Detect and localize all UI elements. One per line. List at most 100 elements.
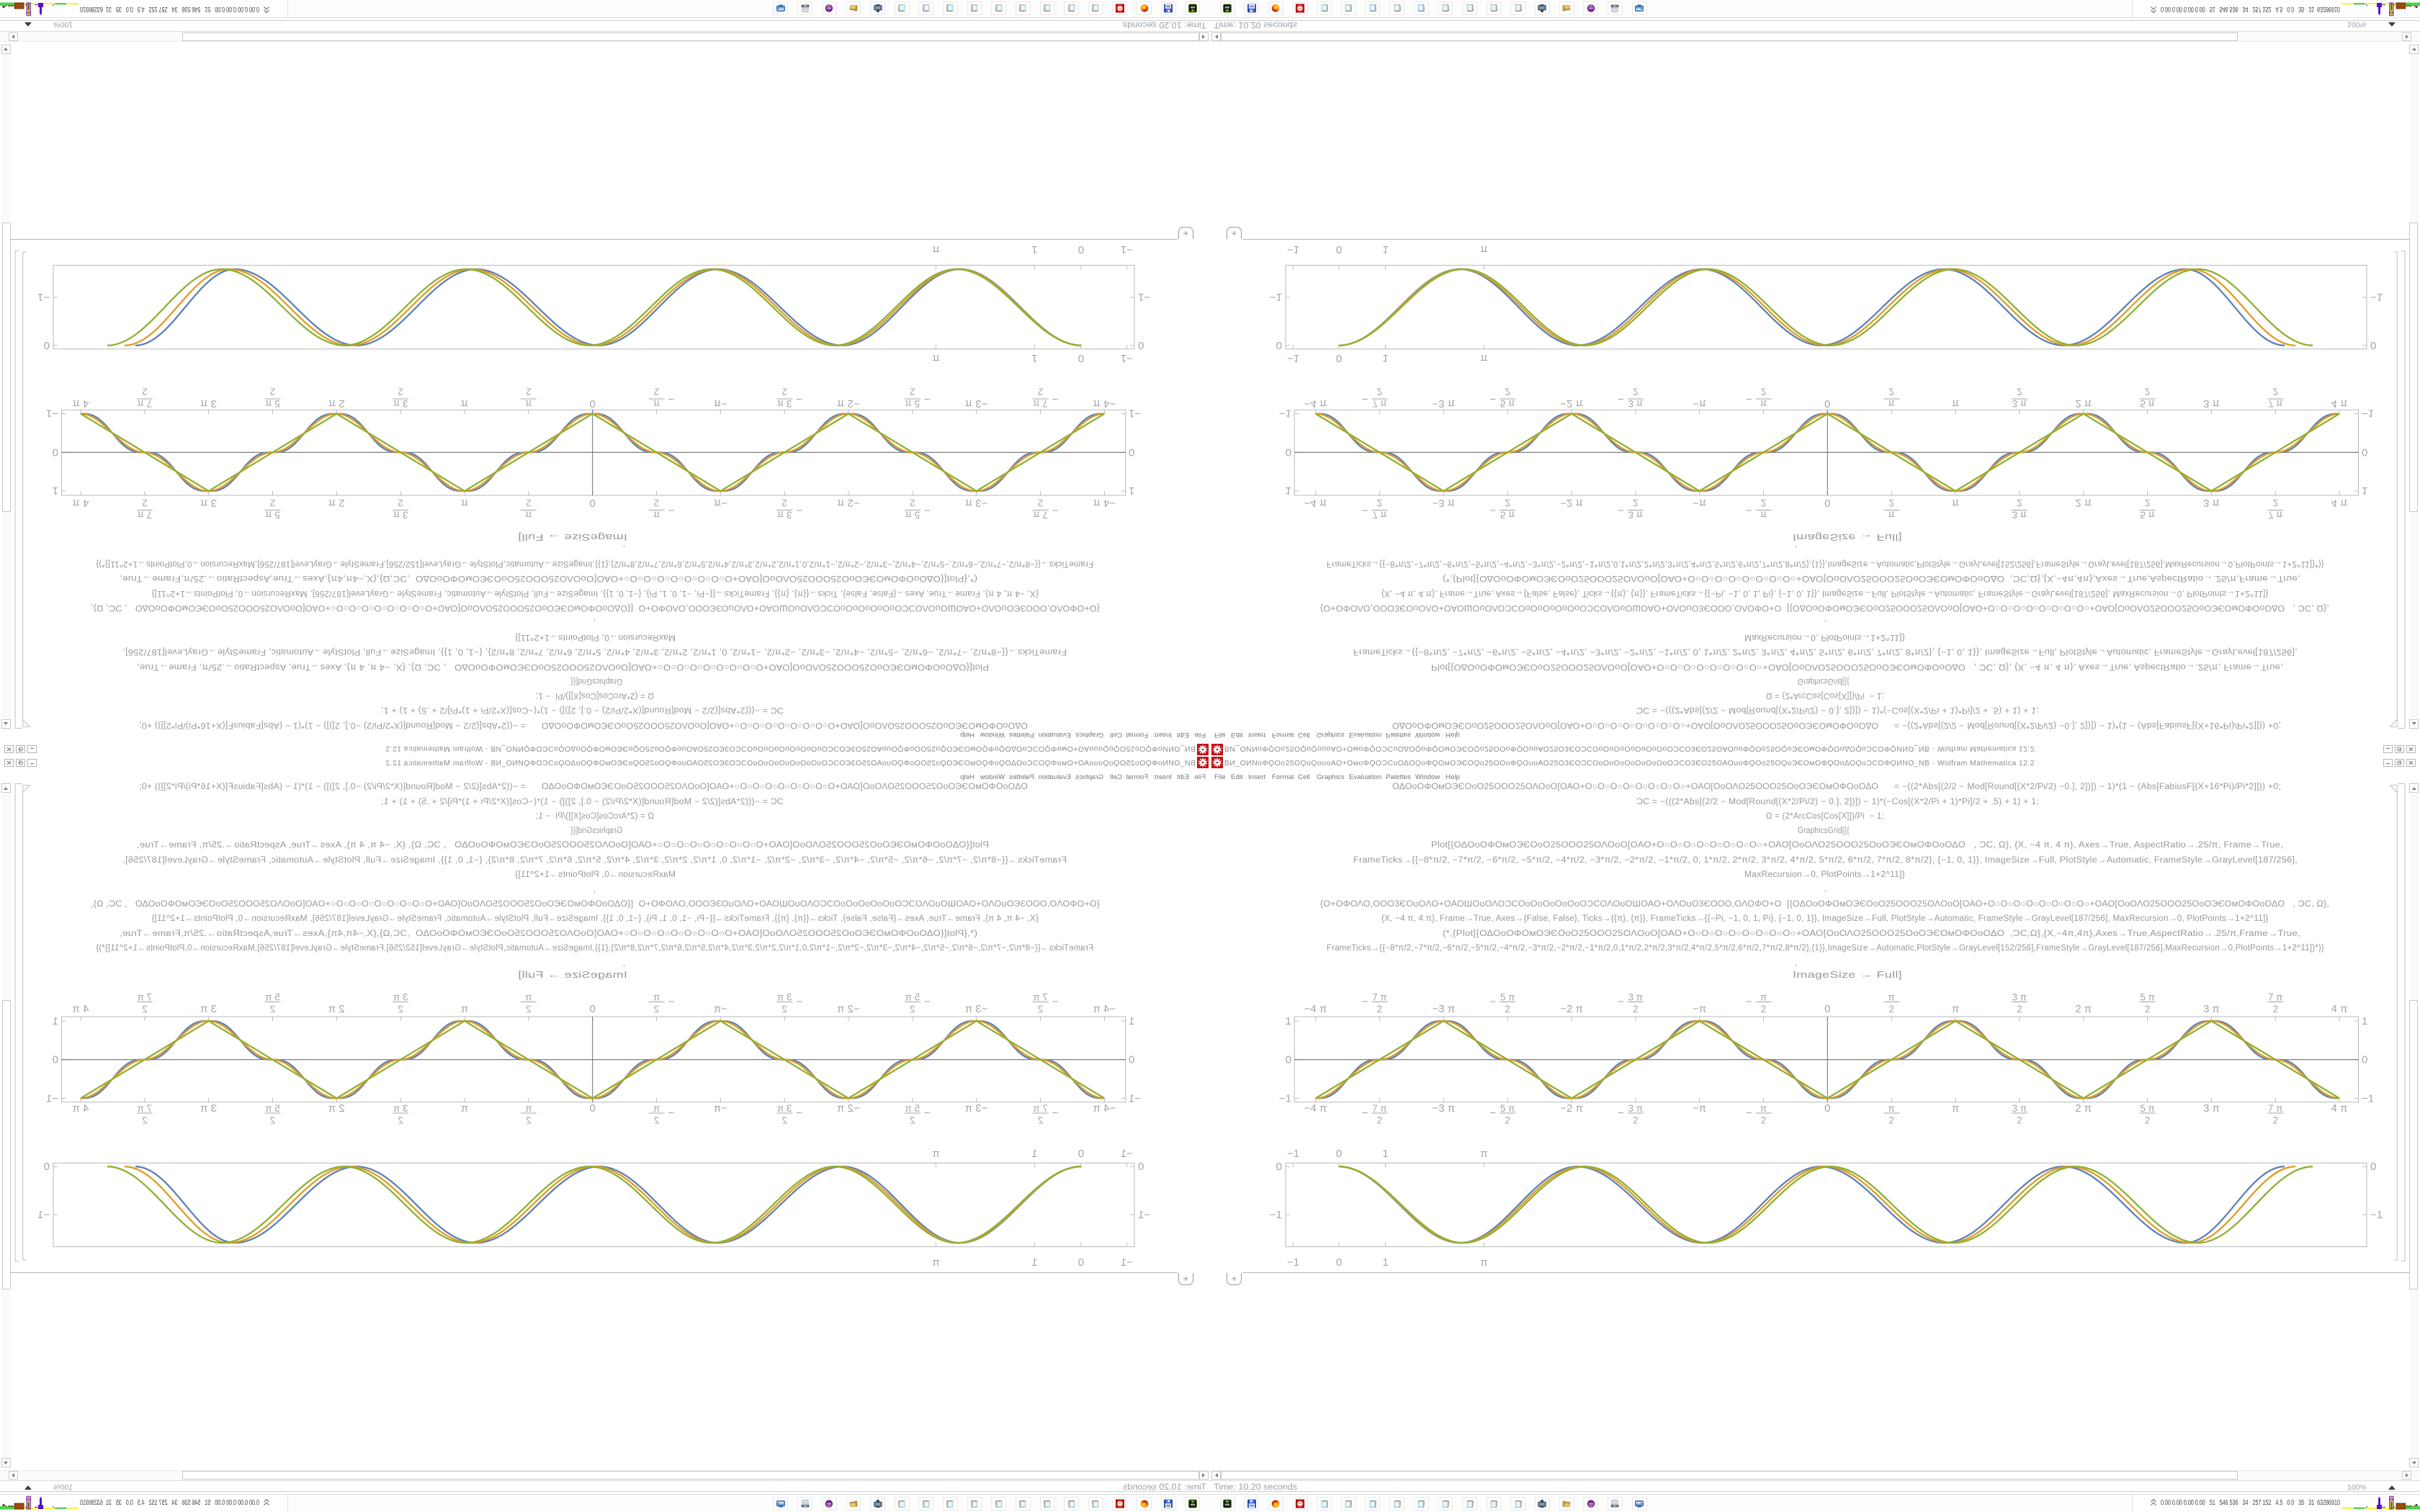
svg-text:−: −	[1052, 996, 1058, 1008]
svg-text:4 π: 4 π	[2331, 497, 2348, 509]
svg-text:3 π: 3 π	[2203, 497, 2220, 509]
svg-text:3 π: 3 π	[1628, 398, 1644, 409]
svg-text:2: 2	[1761, 387, 1767, 397]
svg-text:−: −	[1618, 504, 1624, 516]
svg-text:0: 0	[1286, 446, 1291, 458]
svg-text:4 π: 4 π	[73, 397, 89, 410]
svg-text:2: 2	[142, 1004, 148, 1014]
svg-text:0: 0	[53, 446, 58, 458]
svg-text:1: 1	[1031, 243, 1037, 256]
svg-text:2 π: 2 π	[2075, 397, 2092, 410]
svg-text:3 π: 3 π	[200, 1102, 217, 1115]
svg-text:−4 π: −4 π	[1093, 397, 1116, 410]
svg-text:π: π	[1952, 497, 1959, 509]
svg-text:−π: −π	[1693, 1102, 1706, 1115]
svg-text:−1: −1	[2370, 1209, 2383, 1221]
svg-text:−2 π: −2 π	[1560, 1102, 1583, 1115]
svg-text:2: 2	[142, 498, 148, 508]
svg-text:3 π: 3 π	[2012, 510, 2027, 521]
svg-text:2: 2	[2017, 1115, 2022, 1126]
svg-text:5 π: 5 π	[2140, 992, 2155, 1003]
svg-text:1: 1	[1382, 352, 1388, 364]
svg-text:−1: −1	[1287, 243, 1299, 256]
svg-text:1: 1	[2362, 1015, 2367, 1027]
svg-text:2: 2	[1505, 1115, 1510, 1126]
svg-text:1: 1	[1031, 1148, 1037, 1160]
svg-text:2: 2	[1505, 387, 1510, 397]
svg-text:2: 2	[1761, 1004, 1767, 1014]
svg-text:5 π: 5 π	[1500, 992, 1515, 1003]
svg-text:3 π: 3 π	[393, 992, 408, 1003]
svg-text:5 π: 5 π	[1500, 510, 1515, 521]
svg-text:5 π: 5 π	[2140, 1103, 2155, 1114]
svg-text:0: 0	[1824, 1102, 1830, 1115]
svg-text:−4 π: −4 π	[1304, 497, 1327, 509]
svg-text:7 π: 7 π	[138, 398, 153, 409]
svg-text:−4 π: −4 π	[1093, 1102, 1116, 1115]
svg-text:3 π: 3 π	[1628, 1103, 1644, 1114]
svg-text:2: 2	[781, 1115, 787, 1126]
svg-text:−2 π: −2 π	[1560, 1003, 1583, 1015]
svg-text:−3 π: −3 π	[1432, 1102, 1455, 1115]
svg-text:1: 1	[1129, 485, 1134, 497]
svg-text:2: 2	[270, 1004, 276, 1014]
svg-text:π: π	[653, 510, 660, 521]
svg-text:7 π: 7 π	[138, 1103, 153, 1114]
svg-text:64: 64	[1250, 4, 1254, 9]
svg-text:2: 2	[2145, 498, 2151, 508]
svg-text:2: 2	[654, 1004, 660, 1014]
svg-text:1: 1	[2362, 485, 2367, 497]
svg-text:2: 2	[781, 387, 787, 397]
svg-text:0: 0	[44, 339, 50, 351]
svg-text:2: 2	[2272, 387, 2278, 397]
svg-text:1: 1	[1382, 1148, 1388, 1160]
svg-text:−: −	[1052, 1107, 1058, 1120]
svg-text:π: π	[1480, 352, 1487, 364]
svg-text:2: 2	[526, 498, 532, 508]
svg-text:0: 0	[1078, 1256, 1084, 1269]
svg-text:2: 2	[781, 498, 787, 508]
svg-text:π: π	[932, 243, 939, 256]
svg-text:−: −	[668, 393, 674, 405]
svg-text:π: π	[1480, 243, 1487, 256]
svg-text:1: 1	[1031, 352, 1037, 364]
svg-text:0: 0	[44, 1161, 50, 1173]
svg-text:64: 64	[1250, 1503, 1254, 1508]
svg-text:1: 1	[1286, 485, 1291, 497]
svg-text:−: −	[668, 1107, 674, 1120]
svg-text:2: 2	[2272, 1004, 2278, 1014]
svg-text:5 π: 5 π	[2140, 398, 2155, 409]
svg-text:4 π: 4 π	[2331, 397, 2348, 410]
svg-text:2: 2	[142, 1115, 148, 1126]
svg-text:π: π	[1888, 992, 1894, 1003]
svg-text:2: 2	[781, 1004, 787, 1014]
svg-text:0: 0	[1336, 352, 1342, 364]
svg-text:−1: −1	[37, 291, 50, 303]
svg-text:−π: −π	[714, 397, 727, 410]
svg-text:2: 2	[910, 1004, 915, 1014]
svg-text:π: π	[1952, 1003, 1959, 1015]
svg-text:3 π: 3 π	[200, 1003, 217, 1015]
svg-text:−: −	[1362, 996, 1368, 1008]
svg-text:−: −	[924, 504, 931, 516]
svg-text:−π: −π	[714, 497, 727, 509]
svg-text:2: 2	[2017, 1004, 2022, 1014]
svg-text:2: 2	[1038, 1004, 1044, 1014]
svg-text:2: 2	[270, 498, 276, 508]
svg-text:0: 0	[1336, 1256, 1342, 1269]
svg-text:−1: −1	[1279, 408, 1291, 420]
svg-text:0: 0	[1276, 1161, 1282, 1173]
svg-text:5 π: 5 π	[265, 992, 280, 1003]
svg-text:2: 2	[142, 387, 148, 397]
svg-text:−: −	[1618, 393, 1624, 405]
svg-text:−1: −1	[37, 1209, 50, 1221]
svg-text:1: 1	[1286, 1015, 1291, 1027]
svg-text:−π: −π	[1693, 497, 1706, 509]
svg-text:2: 2	[1038, 498, 1044, 508]
svg-text:π: π	[932, 352, 939, 364]
svg-text:5 π: 5 π	[265, 398, 280, 409]
svg-text:2: 2	[910, 387, 915, 397]
svg-text:3 π: 3 π	[2012, 992, 2027, 1003]
svg-text:3 π: 3 π	[777, 510, 792, 521]
svg-text:π: π	[1760, 992, 1767, 1003]
